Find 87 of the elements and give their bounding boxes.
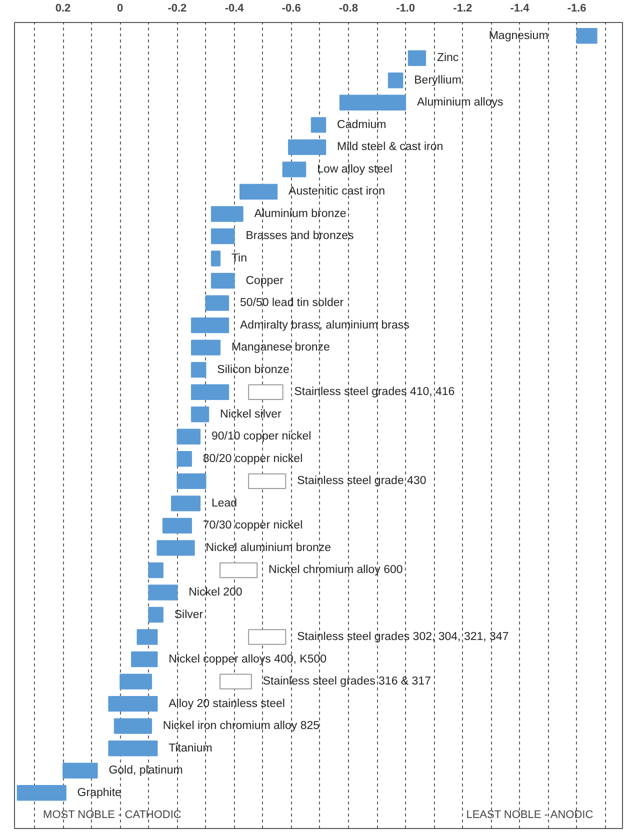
bar (108, 740, 158, 756)
bar (148, 584, 178, 600)
bar (248, 473, 286, 490)
y-tick-label: Silicon bronze (217, 364, 290, 376)
x-tick-label: -0.2 (168, 2, 187, 14)
y-tick-label: Lead (211, 497, 238, 510)
bar (190, 317, 230, 334)
bar (210, 206, 244, 222)
x-tick-label: -1.6 (567, 2, 586, 14)
bar (240, 184, 278, 200)
bar (210, 272, 235, 289)
y-tick-label: Mild steel & cast iron (337, 141, 444, 154)
bar (170, 496, 201, 512)
x-tick-label: -1.2 (453, 2, 472, 14)
y-tick-label: Stainless steel grade 430 (297, 475, 426, 488)
y-tick-label: Cadmium (337, 118, 386, 131)
bar (248, 384, 284, 400)
y-tick-label: Nickel silver (220, 408, 282, 420)
y-tick-label: Stainless steel grades 410, 416 (294, 386, 455, 398)
bar (220, 562, 258, 578)
bar (190, 362, 206, 378)
y-tick-label: 80/20 copper nickel (202, 452, 303, 465)
y-tick-label: Stainless steel grades 316 & 317 (262, 676, 431, 688)
annotation: MOST NOBLE - CATHODIC (43, 809, 182, 822)
y-tick-label: Nickel copper alloys 400, K500 (168, 653, 327, 666)
y-tick-label: Admiralty brass, aluminium brass (240, 319, 410, 332)
annotation: LEAST NOBLE - ANODIC (466, 809, 594, 822)
bar (408, 50, 426, 66)
bar (148, 606, 164, 623)
y-tick-label: Manganese bronze (231, 342, 330, 354)
bar (576, 28, 598, 44)
y-tick-label: Nickel 200 (188, 586, 242, 598)
x-tick-label: -1.4 (510, 2, 530, 14)
y-tick-label: Graphite (77, 786, 122, 799)
y-tick-label: 70/30 copper nickel (202, 520, 303, 532)
y-tick-label: Magnesium (488, 30, 548, 42)
y-tick-label: Low alloy steel (317, 163, 393, 176)
y-tick-label: Aluminium bronze (254, 208, 346, 220)
y-tick-label: Nickel chromium alloy 600 (268, 564, 403, 576)
y-tick-label: Brasses and bronzes (246, 230, 354, 242)
bar (62, 762, 98, 778)
bar (108, 696, 158, 712)
y-tick-label: Alloy 20 stainless steel (168, 698, 285, 710)
y-tick-label: Zinc (436, 52, 459, 64)
y-tick-label: Gold, platinum (108, 764, 183, 777)
y-tick-label: Nickel iron chromium alloy 825 (162, 720, 320, 732)
x-tick-label: -0.6 (282, 2, 301, 14)
bar (288, 139, 326, 156)
bar (210, 228, 235, 244)
bar (310, 117, 326, 133)
bar (156, 540, 195, 556)
bar (205, 295, 230, 311)
x-tick-label: 0 (117, 2, 124, 14)
bar (190, 384, 230, 400)
bar (148, 562, 164, 578)
bar (388, 72, 404, 88)
bar (120, 674, 152, 690)
bar (190, 340, 221, 356)
bar (210, 250, 221, 266)
y-tick-label: Tin (231, 252, 247, 265)
bar (176, 428, 201, 444)
y-tick-label: Beryllium (414, 74, 462, 86)
x-tick-label: -0.4 (224, 2, 245, 14)
bar (220, 674, 252, 690)
y-tick-label: Silver (174, 608, 204, 621)
bar (176, 451, 192, 467)
bar (190, 406, 210, 422)
y-tick-label: Stainless steel grades 302, 304, 321, 347 (297, 631, 509, 644)
bar (131, 651, 158, 668)
bar (248, 629, 286, 645)
y-tick-label: Nickel aluminium bronze (206, 542, 332, 554)
bar (282, 162, 306, 178)
x-tick-label: 0.2 (55, 2, 71, 14)
bar (16, 785, 66, 801)
y-tick-label: 50/50 lead tin solder (240, 297, 344, 310)
bar (136, 629, 158, 645)
y-tick-label: Titanium (168, 742, 212, 754)
bar (114, 718, 152, 734)
y-tick-label: Copper (246, 274, 284, 287)
bar (339, 94, 406, 110)
bar (176, 473, 206, 490)
bar (162, 518, 192, 534)
y-tick-label: Aluminium alloys (416, 96, 504, 109)
x-tick-label: -0.8 (338, 2, 358, 14)
y-tick-label: Austenitic cast iron (288, 186, 386, 198)
y-tick-label: 90/10 copper nickel (211, 430, 312, 443)
x-tick-label: -1.0 (396, 2, 416, 14)
